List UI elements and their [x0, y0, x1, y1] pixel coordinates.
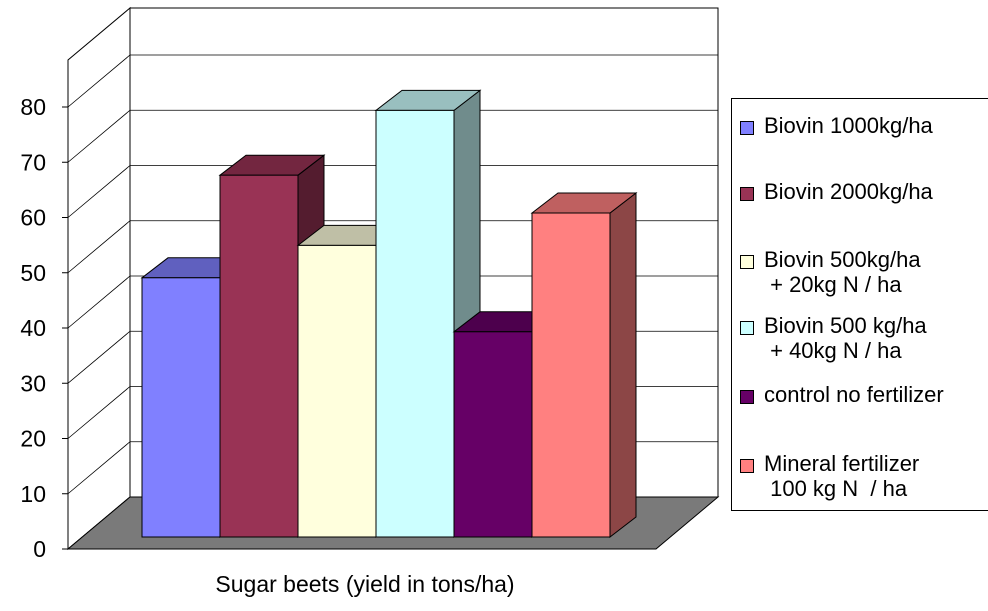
bar-front [219, 174, 299, 538]
bars [140, 89, 638, 539]
legend-label: Biovin 1000kg/ha [764, 113, 933, 138]
y-tick-label: 40 [20, 315, 46, 341]
y-tick-label: 60 [20, 205, 46, 231]
bar-front [453, 331, 533, 538]
gridline [67, 165, 718, 218]
y-tick-label: 20 [20, 426, 46, 452]
legend-swatch [740, 187, 754, 201]
bar [530, 191, 638, 539]
legend: Biovin 1000kg/ha Biovin 2000kg/ha Biovin 5… [731, 98, 988, 511]
gridline [67, 54, 718, 108]
legend-label: Biovin 500kg/ha + 20kg N / ha [764, 247, 921, 297]
y-axis: 0 10 20 30 40 50 60 70 80 [20, 94, 68, 562]
bar [374, 89, 482, 539]
legend-swatch [740, 459, 754, 473]
legend-swatch [740, 121, 754, 135]
legend-label: Biovin 500 kg/ha + 40kg N / ha [764, 313, 927, 363]
gridline [67, 275, 718, 329]
bar-front [531, 212, 611, 538]
gridline [67, 220, 718, 274]
legend-label: Biovin 2000kg/ha [764, 179, 933, 204]
x-axis-label: Sugar beets (yield in tons/ha) [215, 571, 514, 597]
legend-swatch [740, 390, 754, 404]
legend-swatch [740, 255, 754, 269]
y-tick-label: 70 [20, 149, 46, 175]
bar-front [375, 109, 455, 538]
y-tick-label: 0 [33, 536, 46, 562]
y-tick-label: 30 [20, 370, 46, 396]
bar-front [297, 244, 377, 538]
legend-swatch [740, 321, 754, 335]
gridline [67, 109, 718, 163]
bar-side [609, 191, 637, 539]
y-tick-label: 80 [20, 94, 46, 120]
y-tick-label: 10 [20, 481, 46, 507]
legend-label: Mineral fertilizer 100 kg N / ha [764, 451, 920, 501]
y-tick-label: 50 [20, 260, 46, 286]
bar-front [141, 277, 221, 538]
legend-label: control no fertilizer [764, 382, 944, 407]
